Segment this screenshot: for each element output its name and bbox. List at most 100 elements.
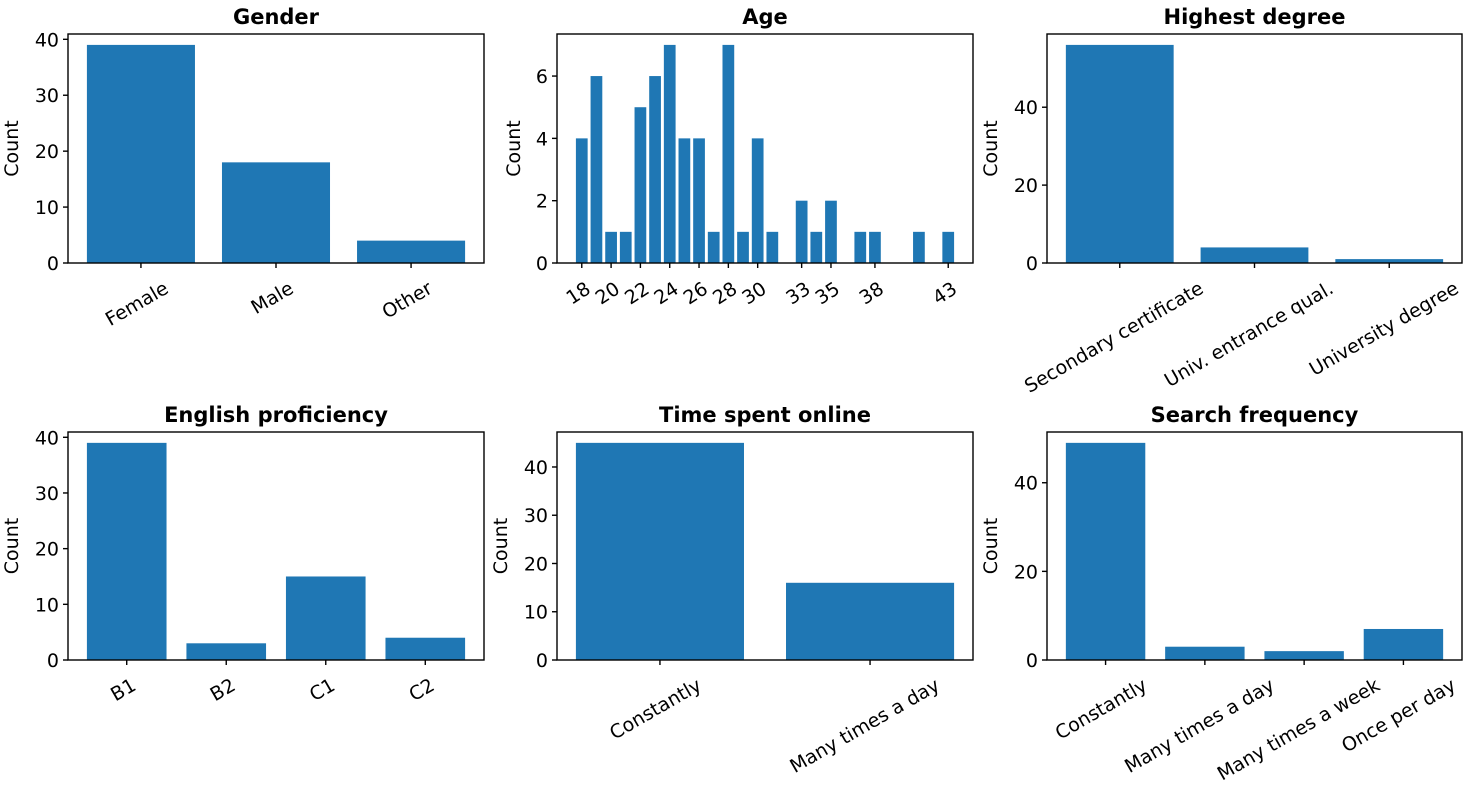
x-tick-label: 38: [856, 278, 888, 310]
bar: [221, 162, 331, 263]
x-tick-label: Constantly: [1052, 674, 1151, 744]
x-tick-label: 24: [650, 278, 682, 310]
bar: [575, 442, 744, 660]
x-tick-label: Many times a day: [786, 674, 943, 777]
bar: [663, 44, 676, 264]
y-tick-label: 30: [524, 505, 548, 527]
y-tick-label: 30: [35, 85, 59, 107]
bar: [869, 231, 881, 263]
bar: [86, 442, 167, 660]
bars-group: [575, 442, 955, 660]
chart-gender: 0 10 20 30 40 Female Male Other Gender Count: [1, 5, 485, 331]
y-tick-label: 20: [1014, 175, 1038, 197]
y-tick-label: 40: [1014, 473, 1038, 495]
bar: [795, 200, 808, 263]
x-tick-label: 33: [782, 278, 814, 310]
bar: [766, 231, 779, 263]
y-tick-label: 10: [35, 197, 59, 219]
x-tick-label: Female: [102, 277, 172, 330]
x-tick-label: C1: [306, 674, 339, 706]
bar: [942, 231, 955, 263]
y-tick-label: 0: [47, 650, 59, 672]
y-axis: 0 10 20 30 40: [35, 427, 68, 672]
y-axis-label: Count: [490, 518, 512, 574]
y-axis: 0 2 4 6: [536, 66, 557, 275]
bar: [678, 138, 691, 263]
chart-title: English proficiency: [164, 403, 388, 427]
y-tick-label: 20: [1014, 561, 1038, 583]
y-axis-label: Count: [980, 120, 1002, 176]
bar: [854, 231, 867, 263]
bar: [1065, 442, 1146, 660]
y-tick-label: 40: [35, 29, 59, 51]
axes-frame: [1046, 431, 1463, 661]
chart-title: Age: [742, 5, 788, 29]
bar: [86, 44, 195, 264]
bar: [575, 138, 588, 263]
chart-time-spent-online: 0 10 20 30 40 Constantly Many times a day Time …: [490, 403, 974, 778]
y-tick-label: 0: [47, 253, 59, 275]
y-tick-label: 20: [524, 553, 548, 575]
x-tick-label: Other: [378, 277, 436, 323]
x-tick-label: B2: [207, 674, 240, 706]
bar: [357, 240, 466, 263]
y-tick-label: 20: [35, 539, 59, 561]
bar: [385, 637, 466, 660]
y-axis-label: Count: [1, 518, 23, 574]
y-tick-label: 10: [524, 602, 548, 624]
bar: [605, 231, 617, 263]
y-axis: 0 10 20 30 40: [35, 29, 68, 275]
x-tick-label: 22: [621, 278, 653, 310]
axes-frame: [556, 33, 974, 264]
bar: [810, 231, 823, 263]
chart-title: Search frequency: [1151, 403, 1359, 427]
y-tick-label: 40: [35, 427, 59, 449]
x-tick-label: Constantly: [606, 674, 705, 744]
y-tick-label: 20: [35, 141, 59, 163]
y-tick-label: 6: [536, 66, 548, 88]
y-axis: 0 20 40: [1014, 97, 1047, 275]
bar: [786, 582, 955, 660]
y-tick-label: 0: [536, 253, 548, 275]
x-tick-label: 35: [812, 278, 844, 310]
y-tick-label: 40: [524, 457, 548, 479]
bar: [1165, 646, 1245, 660]
bar: [1363, 628, 1444, 660]
bars-group: [1065, 442, 1444, 660]
x-tick-label: Male: [247, 277, 297, 319]
x-tick-label: C2: [405, 674, 438, 706]
y-axis: 0 10 20 30 40: [524, 457, 557, 672]
x-axis: Constantly Many times a day: [606, 660, 944, 778]
bar: [722, 44, 735, 264]
x-tick-label: 30: [738, 278, 770, 310]
bar: [693, 138, 705, 263]
bar: [751, 138, 764, 263]
bar: [737, 231, 749, 263]
y-axis-label: Count: [503, 120, 525, 176]
y-axis-label: Count: [1, 120, 23, 176]
bars-group: [86, 44, 466, 264]
y-tick-label: 2: [536, 191, 548, 213]
bar: [1200, 247, 1309, 263]
axes-frame: [556, 431, 974, 661]
x-axis: Female Male Other: [102, 263, 436, 331]
y-tick-label: 0: [1026, 253, 1038, 275]
bar: [186, 643, 267, 660]
bar: [634, 107, 647, 263]
bar: [825, 200, 837, 263]
chart-english-proficiency: 0 10 20 30 40 B1 B2 C1 C2 English proficiency Coun…: [1, 403, 485, 706]
y-tick-label: 10: [35, 594, 59, 616]
x-tick-label: B1: [107, 674, 140, 706]
x-axis: B1 B2 C1 C2: [107, 660, 438, 706]
bar: [285, 576, 366, 660]
y-axis: 0 20 40: [1014, 473, 1047, 672]
x-tick-label: 43: [929, 278, 961, 310]
x-tick-label: 18: [562, 278, 594, 310]
y-tick-label: 0: [1026, 650, 1038, 672]
